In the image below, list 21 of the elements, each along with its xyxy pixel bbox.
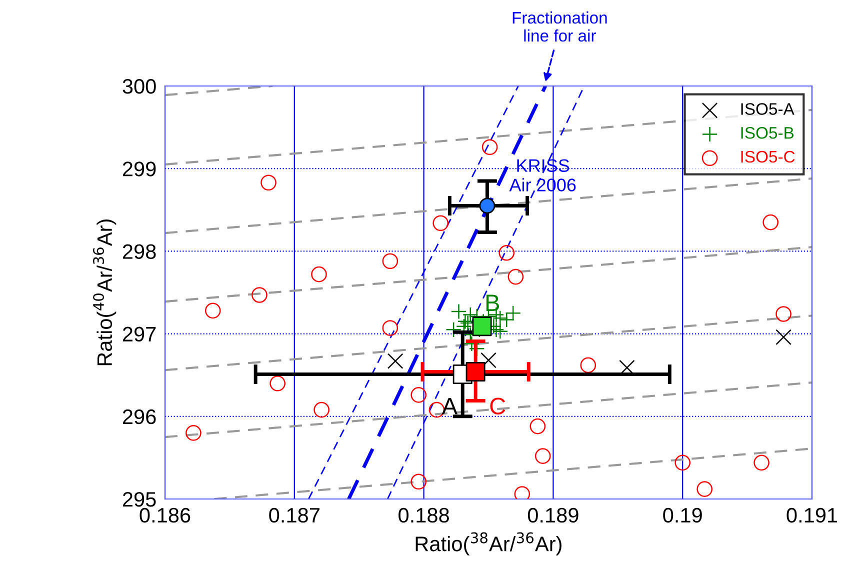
y-tick-label: 300 <box>122 79 156 94</box>
y-tick-label: 298 <box>122 244 156 259</box>
x-tick-label: 0.191 <box>786 508 838 523</box>
legend-label: ISO5-A <box>741 103 794 115</box>
y-tick-label: 299 <box>122 162 156 176</box>
y-tick-label: 297 <box>122 326 156 342</box>
y-tick-label: 296 <box>122 409 156 424</box>
text: Fractionation line for air <box>512 11 607 42</box>
annotation: A <box>442 398 458 414</box>
x-tick-label: 0.188 <box>398 508 449 523</box>
y-axis-title: Ratio($^{40}$Ar/$^{36}$Ar) <box>93 220 116 366</box>
legend-label: ISO5-B <box>741 126 794 139</box>
annotation: B <box>486 294 500 311</box>
x-tick-label: 0.186 <box>140 508 190 523</box>
legend-label: ISO5-C <box>741 150 795 163</box>
annotation: C <box>490 398 506 414</box>
y-tick-label: 295 <box>122 492 156 507</box>
x-tick-label: 0.189 <box>528 508 578 523</box>
x-tick-label: 0.19 <box>663 508 702 523</box>
x-axis-title: Ratio($^{38}$Ar/$^{36}$Ar) <box>416 532 562 556</box>
x-tick-label: 0.187 <box>269 508 320 523</box>
